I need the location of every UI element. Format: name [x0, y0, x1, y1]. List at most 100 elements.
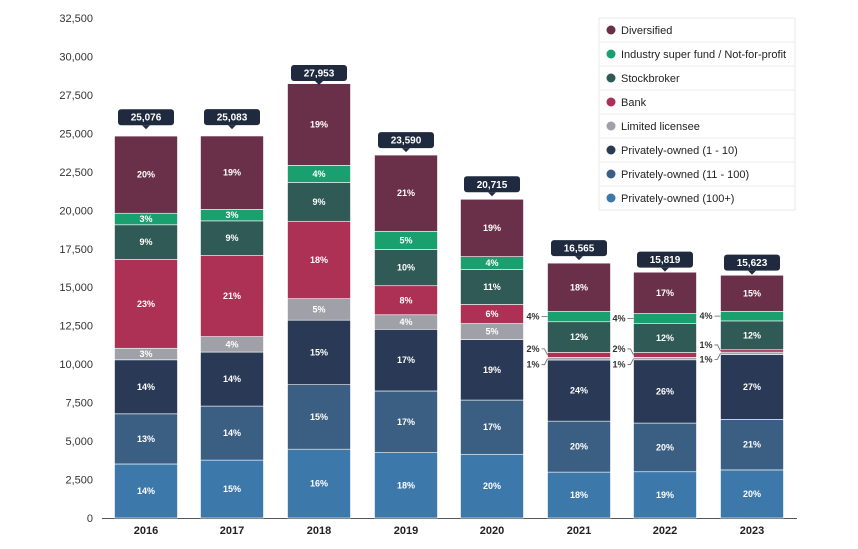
y-tick-label: 20,000 [59, 205, 93, 217]
total-callout-pointer [575, 256, 583, 261]
legend-marker [606, 121, 616, 131]
total-callout [724, 254, 780, 271]
total-label: 15,819 [650, 255, 681, 266]
data-label: 11% [483, 282, 501, 292]
label-leader-line [541, 358, 548, 366]
bar-segment [720, 320, 784, 351]
legend-label: Privately-owned (1 - 10) [621, 145, 738, 157]
bar-segment [633, 359, 697, 424]
data-label: 15% [310, 347, 328, 357]
data-label: 17% [397, 417, 415, 427]
total-label: 23,590 [391, 136, 422, 147]
x-tick-label: 2016 [134, 525, 158, 537]
x-tick-label: 2018 [307, 525, 331, 537]
bar-segment [547, 352, 611, 358]
data-label: 19% [656, 490, 674, 500]
bar-segment [633, 323, 697, 353]
bar-segment [374, 328, 438, 392]
legend-marker [606, 169, 616, 179]
data-label: 17% [397, 355, 415, 365]
data-label: 2% [612, 344, 625, 354]
data-label: 1% [699, 340, 712, 350]
data-label: 21% [223, 291, 241, 301]
data-label: 1% [612, 360, 625, 370]
data-label: 24% [570, 386, 588, 396]
total-label: 16,565 [564, 244, 595, 255]
x-tick-label: 2019 [394, 525, 418, 537]
bar-segment [633, 352, 697, 358]
total-callout-pointer [228, 125, 236, 130]
data-label: 21% [397, 188, 415, 198]
label-leader-line [714, 344, 721, 352]
bar-segment [720, 354, 784, 420]
data-label: 20% [743, 489, 761, 499]
total-callout-pointer [142, 125, 150, 130]
data-label: 4% [399, 317, 412, 327]
data-label: 9% [225, 233, 238, 243]
y-tick-label: 12,500 [59, 321, 93, 333]
data-label: 4% [612, 313, 625, 323]
legend-marker [606, 97, 616, 107]
total-callout [118, 109, 174, 126]
y-tick-label: 25,000 [59, 128, 93, 140]
legend-label: Diversified [621, 25, 672, 37]
data-label: 14% [223, 428, 241, 438]
total-callout [464, 176, 520, 193]
data-label: 18% [570, 282, 588, 292]
bar-segment [547, 262, 611, 312]
total-callout [291, 64, 347, 81]
total-callout-pointer [315, 80, 323, 85]
bar-segment [114, 259, 178, 349]
data-label: 13% [137, 434, 155, 444]
data-label: 17% [483, 422, 501, 432]
x-tick-label: 2017 [220, 525, 244, 537]
bar-segment [720, 310, 784, 322]
data-label: 3% [225, 210, 238, 220]
data-label: 26% [656, 386, 674, 396]
bar-segment [720, 274, 784, 312]
total-label: 20,715 [477, 180, 508, 191]
total-callout-pointer [488, 192, 496, 197]
data-label: 21% [743, 440, 761, 450]
bar-segment [720, 349, 784, 353]
data-label: 4% [312, 169, 325, 179]
bar-segment [633, 357, 697, 361]
total-callout-pointer [748, 270, 756, 275]
data-label: 4% [485, 258, 498, 268]
data-label: 1% [699, 354, 712, 364]
bar-segment [720, 469, 784, 519]
total-label: 27,953 [304, 68, 335, 79]
bar-segment [547, 471, 611, 519]
data-label: 15% [223, 484, 241, 494]
legend-label: Bank [621, 97, 647, 109]
bar-segment [460, 339, 524, 401]
y-tick-label: 17,500 [59, 244, 93, 256]
label-leader-line [714, 353, 721, 360]
x-tick-label: 2021 [567, 525, 591, 537]
bar-segment [374, 390, 438, 453]
data-label: 20% [137, 170, 155, 180]
data-label: 20% [656, 442, 674, 452]
bar-segment [720, 419, 784, 471]
total-callout-pointer [661, 267, 669, 272]
bar-segment [287, 384, 351, 450]
bar-segment [200, 459, 264, 519]
bar-segment [633, 313, 697, 324]
y-tick-label: 32,500 [59, 13, 93, 25]
bar-segment [547, 420, 611, 473]
bar-segment [114, 463, 178, 519]
y-tick-label: 5,000 [65, 436, 93, 448]
label-leader-line [541, 348, 548, 356]
total-callout-pointer [402, 148, 410, 153]
data-label: 12% [656, 333, 674, 343]
data-label: 9% [139, 237, 152, 247]
bar-segment [200, 405, 264, 461]
data-label: 14% [137, 382, 155, 392]
legend-label: Privately-owned (11 - 100) [621, 169, 749, 181]
data-label: 27% [743, 382, 761, 392]
legend-label: Privately-owned (100+) [621, 193, 734, 205]
label-leader-line [627, 348, 634, 356]
total-callout [551, 240, 607, 257]
bar-segment [374, 154, 438, 232]
